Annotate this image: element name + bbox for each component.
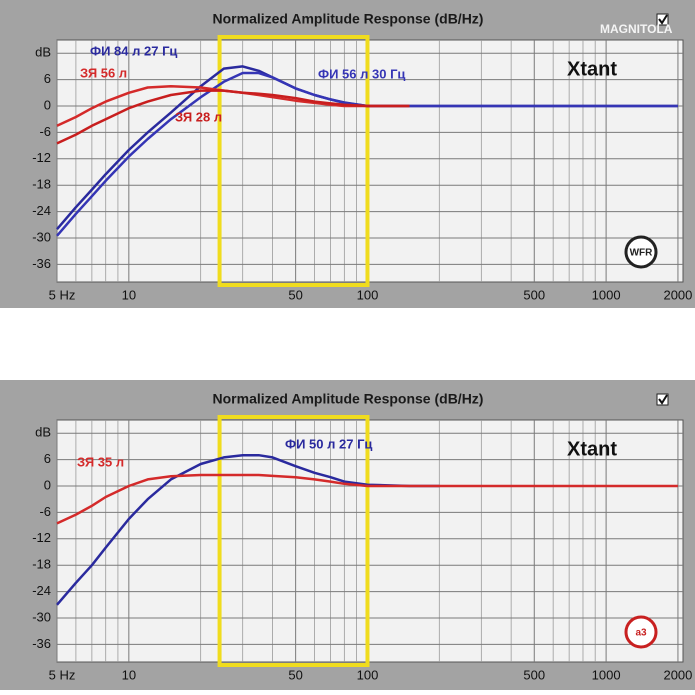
checkbox	[656, 393, 669, 406]
series-line	[56, 453, 440, 606]
x-tick-label: 1000	[592, 287, 621, 302]
x-tick-label: 2000	[663, 667, 692, 682]
x-tick-label: 50	[288, 287, 302, 302]
checkbox-tick	[658, 394, 668, 405]
logo-badge	[624, 235, 658, 269]
y-tick-label: -18	[32, 177, 51, 192]
y-tick-label: -30	[32, 229, 51, 244]
highlight-band	[217, 35, 370, 287]
logo-badge	[624, 615, 658, 649]
series-label: ЗЯ 35 л	[77, 454, 124, 469]
series-label: ФИ 50 л 27 Гц	[285, 436, 372, 451]
chart-panel: Normalized Amplitude Response (dB/Hz) 5 H…	[0, 380, 695, 690]
y-tick-label: -36	[32, 256, 51, 271]
y-tick-label: 6	[44, 451, 51, 466]
y-tick-label: -6	[39, 124, 51, 139]
y-tick-label: -36	[32, 636, 51, 651]
y-tick-label: -12	[32, 150, 51, 165]
x-tick-label: 500	[523, 287, 545, 302]
plot-area	[56, 419, 684, 663]
x-tick-label: 100	[357, 287, 379, 302]
y-tick-label: -24	[32, 203, 51, 218]
y-tick-label: -30	[32, 609, 51, 624]
series-label: ФИ 56 л 30 Гц	[318, 66, 405, 81]
brand-label: Xtant	[567, 58, 617, 80]
series-label: ЗЯ 56 л	[80, 65, 127, 80]
chart-panel: Normalized Amplitude Response (dB/Hz) 5 H…	[0, 0, 695, 308]
x-tick-label: 2000	[663, 287, 692, 302]
watermark: MAGNITOLA	[600, 22, 673, 36]
x-tick-label: 10	[122, 667, 136, 682]
x-tick-label: 500	[523, 667, 545, 682]
series-line	[56, 89, 410, 145]
x-tick-label: 10	[122, 287, 136, 302]
chart-title: Normalized Amplitude Response (dB/Hz)	[213, 11, 484, 27]
x-tick-label: 1000	[592, 667, 621, 682]
y-tick-label: 0	[44, 477, 51, 492]
logo-text: a3	[635, 628, 647, 639]
x-tick-label: 100	[357, 667, 379, 682]
series-label: ЗЯ 28 л	[175, 109, 222, 124]
x-tick-label: 5 Hz	[49, 667, 76, 682]
logo-text: WFR	[630, 248, 654, 259]
checkbox-tick	[658, 14, 668, 25]
y-tick-label: -6	[39, 504, 51, 519]
plot-area	[56, 39, 684, 283]
series-label: ФИ 84 л 27 Гц	[90, 43, 177, 58]
y-tick-label: dB	[35, 45, 51, 60]
series-line	[56, 71, 678, 237]
brand-label: Xtant	[567, 438, 617, 460]
y-tick-label: -24	[32, 583, 51, 598]
y-tick-label: 6	[44, 71, 51, 86]
y-tick-label: -18	[32, 557, 51, 572]
checkbox	[656, 13, 669, 26]
x-tick-label: 5 Hz	[49, 287, 76, 302]
y-tick-label: dB	[35, 425, 51, 440]
highlight-band	[217, 415, 370, 667]
chart-title: Normalized Amplitude Response (dB/Hz)	[213, 391, 484, 407]
y-tick-label: -12	[32, 530, 51, 545]
x-tick-label: 50	[288, 667, 302, 682]
y-tick-label: 0	[44, 97, 51, 112]
series-line	[56, 473, 678, 525]
